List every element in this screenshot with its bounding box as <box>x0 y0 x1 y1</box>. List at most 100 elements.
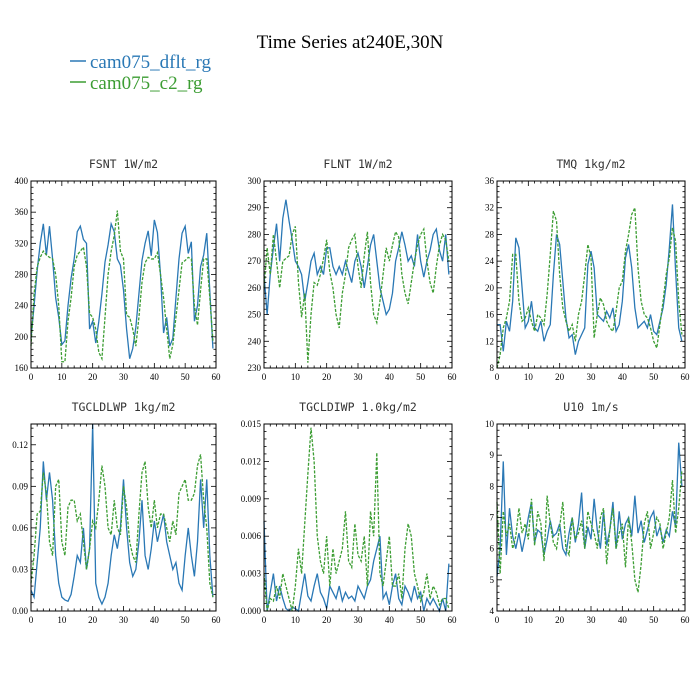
x-tick-label: 40 <box>385 372 395 382</box>
x-tick-label: 20 <box>555 372 565 382</box>
y-tick-label: 360 <box>15 207 29 217</box>
x-tick-label: 50 <box>181 372 191 382</box>
y-tick-label: 8 <box>490 481 495 491</box>
plot-frame <box>496 180 686 369</box>
y-tick-label: 24 <box>485 256 495 266</box>
panel-5: TGCLDIWP 1.0kg/m2 0 10 20 30 40 50 60 0.000 0.003… <box>241 400 457 625</box>
x-tick-label: 20 <box>88 372 98 382</box>
y-tick-label: 0.003 <box>241 569 262 579</box>
x-tick-label: 0 <box>495 372 500 382</box>
y-tick-label: 290 <box>248 203 262 213</box>
x-tick-label: 30 <box>587 372 597 382</box>
panel-title: FSNT 1W/m2 <box>89 157 158 171</box>
y-tick-label: 16 <box>485 310 495 320</box>
x-tick-label: 60 <box>212 372 222 382</box>
x-tick-label: 10 <box>57 372 67 382</box>
x-tick-label: 60 <box>448 615 458 625</box>
legend-label-dflt: cam075_dflt_rg <box>90 52 212 73</box>
series-line-c2 <box>30 454 214 598</box>
x-tick-label: 40 <box>618 615 628 625</box>
y-tick-label: 8 <box>490 363 495 373</box>
x-tick-label: 0 <box>262 372 267 382</box>
x-tick-label: 50 <box>649 615 659 625</box>
y-tick-label: 0.03 <box>12 564 28 574</box>
series-line-c2 <box>263 427 450 612</box>
x-tick-label: 40 <box>385 615 395 625</box>
x-tick-label: 10 <box>524 615 534 625</box>
x-tick-label: 30 <box>119 615 129 625</box>
x-tick-label: 50 <box>181 615 191 625</box>
figure-title: Time Series at240E,30N <box>257 32 444 53</box>
x-tick-label: 10 <box>291 615 301 625</box>
y-tick-label: 0.000 <box>241 606 262 616</box>
panel-title: TMQ 1kg/m2 <box>556 157 625 171</box>
panels-group: FSNT 1W/m20 10 20 30 40 50 6016020024028032036… <box>12 157 690 625</box>
y-tick-label: 7 <box>490 513 495 523</box>
series-line-c2 <box>30 210 214 363</box>
y-tick-label: 240 <box>248 336 262 346</box>
x-tick-label: 50 <box>416 372 426 382</box>
x-tick-label: 0 <box>495 615 500 625</box>
panel-title: TGCLDIWP 1.0kg/m2 <box>299 400 417 414</box>
y-tick-label: 0.015 <box>241 419 262 429</box>
panel-4: TGCLDLWP 1kg/m2 0 10 20 30 40 50 60 0.00 0.03 0.06… <box>12 400 221 625</box>
x-tick-label: 10 <box>291 372 301 382</box>
y-tick-label: 0.006 <box>241 531 262 541</box>
x-tick-label: 0 <box>29 615 34 625</box>
x-tick-label: 20 <box>322 372 332 382</box>
x-tick-label: 30 <box>119 372 129 382</box>
y-tick-label: 400 <box>15 176 29 186</box>
y-tick-label: 300 <box>248 176 262 186</box>
plot-frame <box>263 423 453 612</box>
y-tick-label: 0.009 <box>241 494 262 504</box>
y-tick-label: 250 <box>248 310 262 320</box>
y-tick-label: 230 <box>248 363 262 373</box>
panel-1: FSNT 1W/m2 0 10 20 30 40 50 60 160 200 240 280 320 36… <box>15 157 222 382</box>
x-tick-label: 60 <box>448 372 458 382</box>
x-tick-label: 40 <box>618 372 628 382</box>
y-tick-label: 0.012 <box>241 456 261 466</box>
legend: cam075_dflt_rg cam075_c2_rg <box>70 52 212 94</box>
x-tick-label: 30 <box>587 615 597 625</box>
panel-title: FLNT 1W/m2 <box>323 157 392 171</box>
y-tick-label: 28 <box>485 229 495 239</box>
x-tick-label: 10 <box>57 615 67 625</box>
panel-2: FLNT 1W/m2 0 10 20 30 40 50 60 230 240 250 260 270 28… <box>248 157 458 382</box>
x-tick-label: 20 <box>88 615 98 625</box>
y-tick-label: 9 <box>490 450 495 460</box>
x-tick-label: 20 <box>322 615 332 625</box>
y-tick-label: 5 <box>490 575 495 585</box>
x-tick-label: 0 <box>262 615 267 625</box>
y-tick-label: 260 <box>248 283 262 293</box>
panel-3: TMQ 1kg/m2 0 10 20 30 40 50 60 8 12 16 20 24 28 32 36 <box>485 157 690 382</box>
x-tick-label: 60 <box>681 615 691 625</box>
y-tick-label: 0.09 <box>12 481 28 491</box>
y-tick-label: 320 <box>15 238 29 248</box>
series-line-dflt <box>30 423 214 606</box>
series-line-dflt <box>263 521 450 613</box>
legend-label-c2: cam075_c2_rg <box>90 73 203 94</box>
x-tick-label: 30 <box>354 615 364 625</box>
y-tick-label: 32 <box>485 203 494 213</box>
y-tick-label: 280 <box>15 270 29 280</box>
panel-title: TGCLDLWP 1kg/m2 <box>72 400 176 414</box>
x-tick-label: 60 <box>681 372 691 382</box>
y-tick-label: 4 <box>490 606 495 616</box>
series-line-c2 <box>263 226 450 363</box>
panel-title: U10 1m/s <box>563 400 618 414</box>
x-tick-label: 40 <box>150 372 160 382</box>
y-tick-label: 270 <box>248 256 262 266</box>
y-tick-label: 240 <box>15 301 29 311</box>
series-line-dflt <box>30 219 214 359</box>
y-tick-label: 36 <box>485 176 495 186</box>
y-tick-label: 20 <box>485 283 495 293</box>
panel-6: U10 1m/s 0 10 20 30 40 50 60 4 5 6 7 8 9 10 <box>485 400 690 625</box>
y-tick-label: 12 <box>485 336 494 346</box>
y-tick-label: 160 <box>15 363 29 373</box>
y-tick-label: 6 <box>490 544 495 554</box>
x-tick-label: 50 <box>649 372 659 382</box>
y-tick-label: 280 <box>248 229 262 239</box>
x-tick-label: 0 <box>29 372 34 382</box>
x-tick-label: 10 <box>524 372 534 382</box>
